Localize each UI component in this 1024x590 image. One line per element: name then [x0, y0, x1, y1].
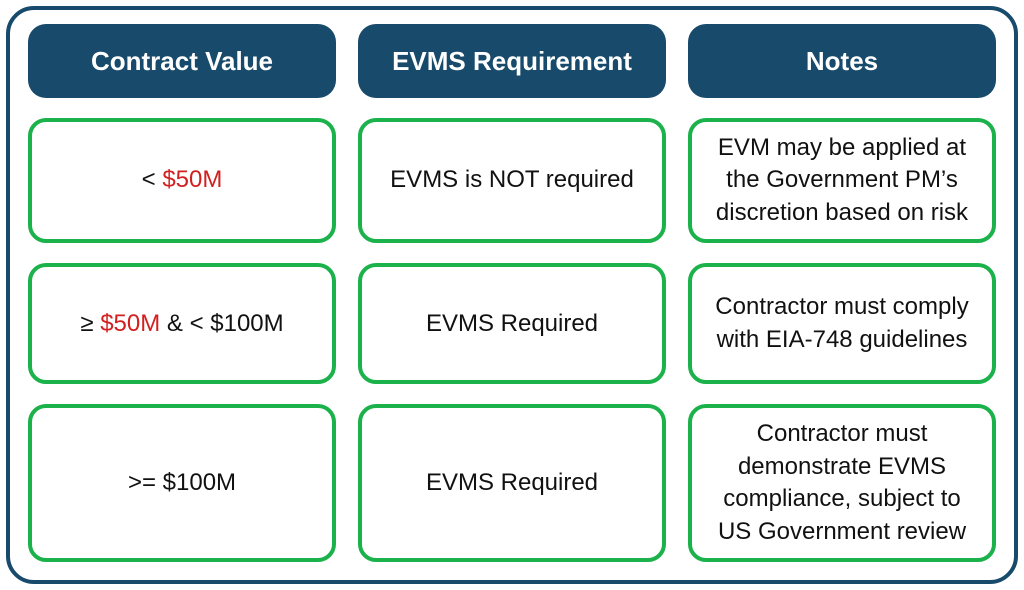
evms-table-frame: Contract Value EVMS Requirement Notes < …: [6, 6, 1018, 584]
cv-pre: >= $100M: [128, 469, 236, 496]
header-notes: Notes: [688, 24, 996, 98]
cell-contract-value: ≥ $50M & < $100M: [28, 263, 336, 384]
cell-notes: Contractor must comply with EIA-748 guid…: [688, 263, 996, 384]
cell-notes: EVM may be applied at the Government PM’…: [688, 118, 996, 243]
cv-post: & < $100M: [160, 310, 283, 337]
cv-pre: <: [142, 166, 163, 193]
cv-red: $50M: [162, 166, 222, 193]
header-row: Contract Value EVMS Requirement Notes: [28, 24, 996, 98]
table-row: ≥ $50M & < $100M EVMS Required Contracto…: [28, 263, 996, 384]
header-evms-requirement: EVMS Requirement: [358, 24, 666, 98]
cell-requirement: EVMS Required: [358, 263, 666, 384]
cv-pre: ≥: [80, 310, 100, 337]
cv-red: $50M: [100, 310, 160, 337]
header-contract-value: Contract Value: [28, 24, 336, 98]
cell-notes: Contractor must demonstrate EVMS complia…: [688, 404, 996, 562]
table-row: < $50M EVMS is NOT required EVM may be a…: [28, 118, 996, 243]
cell-requirement: EVMS Required: [358, 404, 666, 562]
cell-requirement: EVMS is NOT required: [358, 118, 666, 243]
cell-contract-value: < $50M: [28, 118, 336, 243]
table-row: >= $100M EVMS Required Contractor must d…: [28, 404, 996, 562]
cell-contract-value: >= $100M: [28, 404, 336, 562]
